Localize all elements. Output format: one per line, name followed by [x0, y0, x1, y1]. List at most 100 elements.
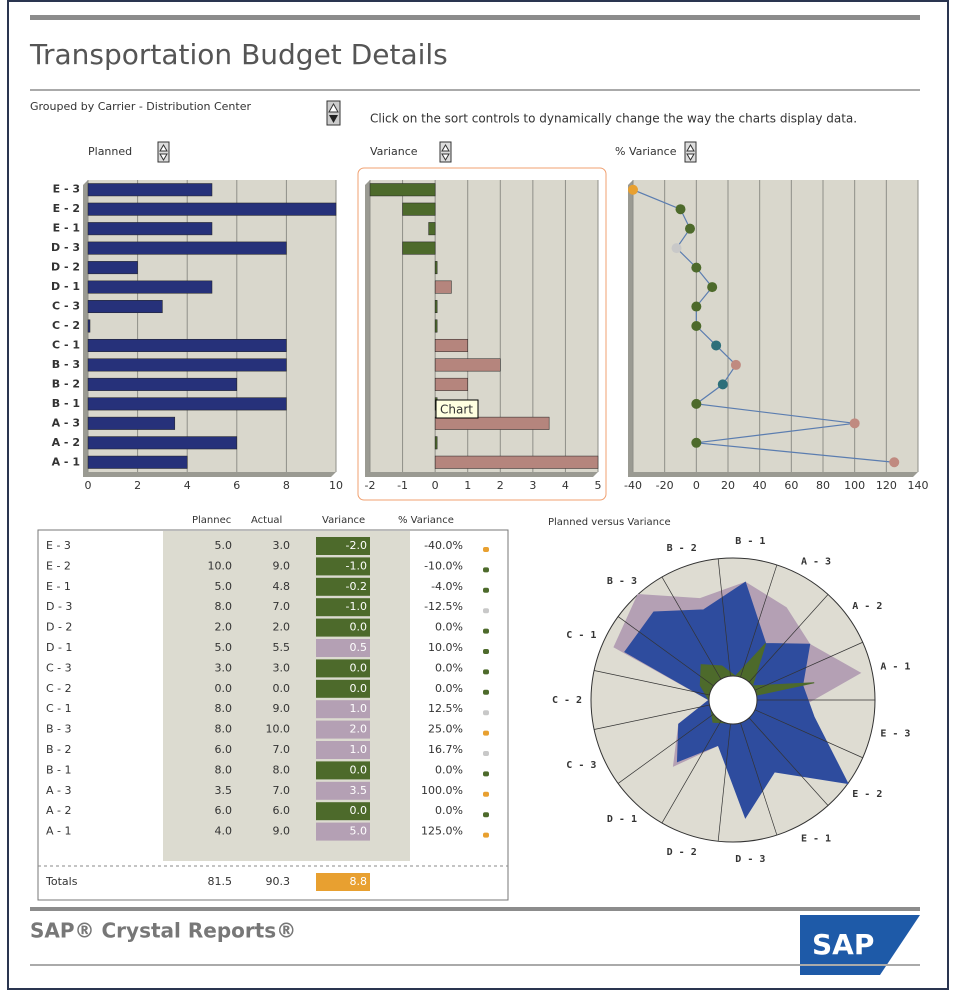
x-tick-label: -1 — [397, 479, 408, 492]
x-tick-label: -40 — [624, 479, 642, 492]
bar — [87, 300, 163, 314]
point — [717, 379, 728, 390]
bar — [434, 300, 438, 314]
status-dot — [483, 628, 489, 634]
y-tick-label: A - 1 — [52, 455, 80, 468]
x-tick-label: 20 — [721, 479, 735, 492]
sort-control[interactable] — [326, 100, 341, 126]
point — [707, 282, 718, 293]
row-label: B - 3 — [46, 723, 72, 736]
cell: 5.0 — [215, 539, 233, 552]
x-tick-label: 4 — [184, 479, 191, 492]
bar — [434, 455, 599, 469]
point — [691, 301, 702, 312]
cell: 0.0% — [435, 621, 463, 634]
cell: -1.0 — [346, 559, 367, 572]
variance-cell — [316, 679, 370, 698]
sort-control[interactable] — [157, 141, 170, 163]
point — [691, 321, 702, 331]
bar — [87, 183, 213, 197]
status-dot — [483, 669, 489, 675]
sort-down — [159, 153, 168, 161]
totals-cell-text: 81.5 — [208, 875, 233, 888]
y-tick-label: B - 3 — [52, 358, 80, 371]
row-label: A - 3 — [46, 784, 72, 797]
variance-cell — [316, 618, 370, 637]
sort-up — [686, 144, 695, 152]
point — [711, 340, 722, 351]
totals-label: Totals — [45, 875, 78, 888]
chart-title: Variance — [370, 145, 418, 158]
totals-cell-text: 8.8 — [350, 875, 368, 888]
cell: 7.0 — [273, 784, 291, 797]
bar — [402, 241, 436, 255]
y-tick-label: B - 2 — [52, 377, 80, 390]
cell: 0.0 — [350, 804, 368, 817]
cell: 3.0 — [215, 661, 233, 674]
bar — [434, 377, 468, 391]
cell: 3.5 — [350, 784, 368, 797]
row-label: D - 1 — [46, 641, 72, 654]
bar — [87, 397, 287, 411]
cell: 16.7% — [428, 743, 463, 756]
column-header: Actual — [251, 515, 282, 526]
row-label: E - 3 — [46, 539, 71, 552]
status-dot — [483, 730, 489, 736]
cell: 10.0 — [266, 723, 291, 736]
bar — [434, 280, 452, 294]
x-tick-label: 60 — [784, 479, 798, 492]
chart-title: % Variance — [615, 145, 677, 158]
x-tick-label: 1 — [464, 479, 471, 492]
bar — [87, 202, 337, 216]
sort-control[interactable] — [439, 141, 452, 163]
cell: 5.0 — [215, 641, 233, 654]
cell: 5.0 — [215, 580, 233, 593]
variance-cell — [316, 557, 370, 576]
category-label: A - 2 — [852, 601, 882, 612]
bar — [87, 416, 176, 430]
x-tick-label: 0 — [693, 479, 700, 492]
sort-up — [159, 144, 168, 152]
cell: 8.0 — [215, 763, 233, 776]
row-label: C - 1 — [46, 702, 72, 715]
cell: 0.0% — [435, 763, 463, 776]
variance-cell — [316, 537, 370, 555]
brand: SAP® Crystal Reports® — [30, 919, 296, 943]
footer-rule — [30, 907, 920, 911]
y-tick-label: C - 1 — [52, 338, 80, 351]
status-dot — [483, 771, 489, 777]
point — [628, 184, 638, 195]
x-tick-label: -2 — [365, 479, 376, 492]
cell: 8.0 — [215, 600, 233, 613]
bar — [87, 319, 91, 333]
sort-up — [441, 144, 450, 152]
x-tick-label: 5 — [595, 479, 602, 492]
status-dot — [483, 710, 489, 716]
totals-cell-text: 90.3 — [266, 875, 291, 888]
bar — [87, 358, 287, 372]
category-label: C - 1 — [566, 630, 596, 641]
cell: 9.0 — [273, 825, 291, 838]
row-label: E - 1 — [46, 580, 71, 593]
y-tick-label: A - 2 — [52, 436, 80, 449]
cell: 1.0 — [350, 743, 368, 756]
column-header: Plannec — [192, 515, 231, 526]
bar — [87, 455, 188, 469]
y-tick-label: D - 2 — [51, 261, 80, 274]
status-dot — [483, 608, 489, 614]
plot-area — [633, 180, 918, 472]
bar — [87, 436, 238, 450]
variance-cell — [316, 781, 370, 800]
status-dot — [483, 812, 489, 818]
sort-box — [439, 141, 452, 163]
variance-cell — [316, 598, 370, 617]
y-tick-label: C - 2 — [52, 319, 80, 332]
x-tick-label: 0 — [85, 479, 92, 492]
y-tick-label: B - 1 — [52, 397, 80, 410]
variance-cell — [316, 761, 370, 780]
sort-control[interactable] — [684, 141, 697, 163]
x-tick-label: 40 — [753, 479, 767, 492]
y-tick-label: E - 2 — [53, 202, 80, 215]
tooltip: Chart — [440, 403, 473, 417]
